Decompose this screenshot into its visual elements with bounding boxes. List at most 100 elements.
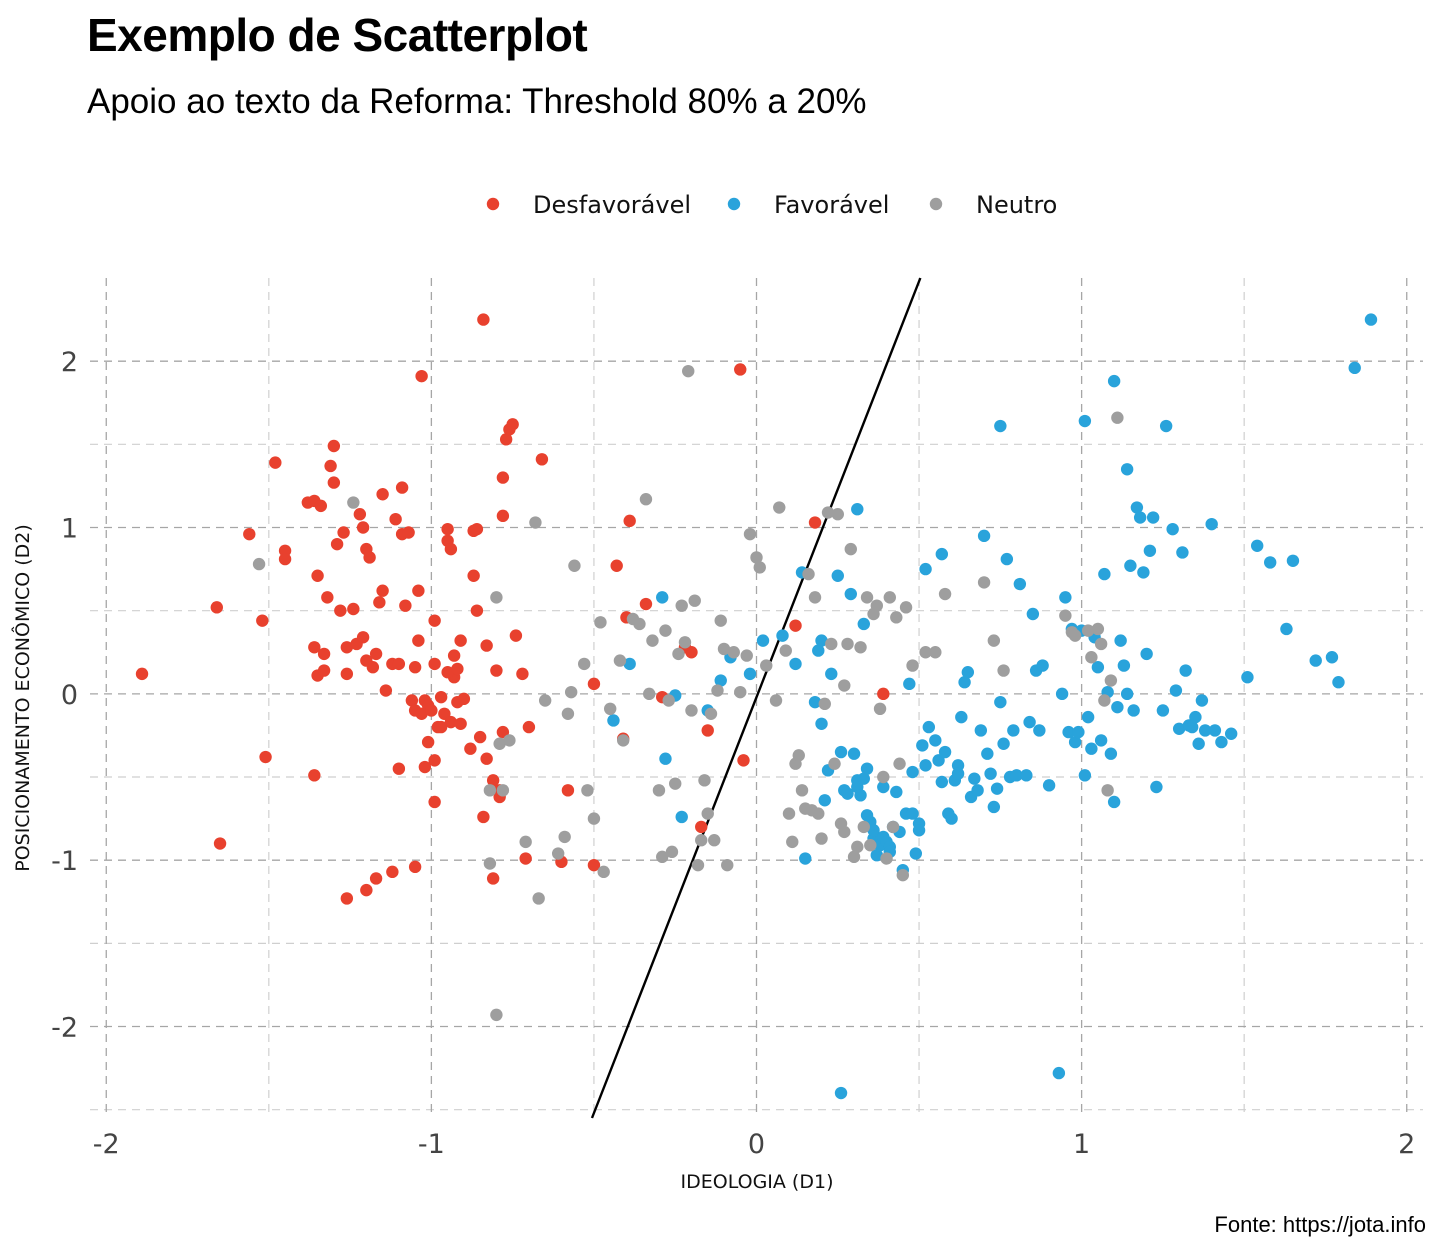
data-point bbox=[509, 629, 523, 642]
data-point bbox=[795, 784, 809, 797]
data-point bbox=[1280, 622, 1293, 636]
data-point bbox=[1072, 725, 1085, 739]
data-point bbox=[808, 516, 822, 529]
data-point bbox=[912, 824, 926, 837]
data-point bbox=[870, 848, 883, 862]
data-point bbox=[428, 614, 441, 627]
data-point bbox=[392, 762, 406, 775]
data-point bbox=[470, 522, 484, 536]
data-point bbox=[701, 807, 714, 820]
data-point bbox=[675, 810, 688, 824]
data-point bbox=[428, 657, 441, 671]
data-point bbox=[1195, 694, 1209, 707]
data-point bbox=[1020, 769, 1033, 782]
data-point bbox=[753, 561, 766, 574]
data-point bbox=[990, 782, 1004, 795]
data-point bbox=[1052, 1066, 1066, 1080]
data-point bbox=[366, 661, 380, 674]
data-point bbox=[997, 737, 1010, 750]
data-point bbox=[587, 677, 601, 691]
data-point bbox=[1241, 671, 1254, 684]
data-point bbox=[327, 439, 341, 453]
data-point bbox=[899, 601, 913, 614]
data-point bbox=[1114, 634, 1127, 647]
data-point bbox=[945, 812, 958, 825]
data-point bbox=[812, 807, 825, 820]
data-point bbox=[1143, 544, 1157, 557]
data-point bbox=[412, 584, 425, 597]
data-point bbox=[893, 757, 906, 770]
data-point bbox=[643, 687, 656, 701]
data-point bbox=[844, 587, 857, 601]
data-point bbox=[860, 591, 874, 604]
data-point bbox=[779, 644, 792, 657]
data-point bbox=[1036, 659, 1049, 672]
data-point bbox=[695, 820, 708, 834]
data-point bbox=[903, 677, 916, 691]
data-point bbox=[1215, 735, 1228, 749]
data-point bbox=[838, 825, 851, 839]
data-point bbox=[243, 527, 256, 541]
data-point bbox=[623, 514, 636, 528]
data-point bbox=[815, 832, 828, 845]
data-point bbox=[1133, 511, 1147, 524]
data-point bbox=[418, 760, 432, 774]
data-point bbox=[981, 747, 994, 760]
data-point bbox=[1094, 734, 1108, 747]
chart-subtitle: Apoio ao texto da Reforma: Threshold 80%… bbox=[87, 82, 867, 121]
data-point bbox=[815, 634, 828, 647]
data-point bbox=[847, 747, 861, 760]
data-point bbox=[135, 667, 149, 681]
data-point bbox=[1325, 651, 1339, 664]
data-point bbox=[425, 704, 438, 717]
data-point bbox=[1059, 591, 1072, 604]
data-point bbox=[984, 767, 997, 780]
data-point bbox=[854, 641, 867, 654]
data-point bbox=[737, 754, 750, 767]
data-point bbox=[951, 767, 965, 780]
data-point bbox=[656, 850, 669, 864]
data-point bbox=[428, 754, 441, 767]
data-point bbox=[347, 496, 360, 509]
data-point bbox=[314, 499, 328, 513]
data-point bbox=[821, 506, 835, 519]
data-point bbox=[714, 614, 727, 627]
data-points bbox=[135, 313, 1378, 1100]
data-point bbox=[408, 661, 422, 674]
data-point bbox=[1309, 654, 1322, 667]
threshold-line-group bbox=[590, 277, 922, 1119]
data-point bbox=[516, 667, 529, 681]
data-point bbox=[841, 637, 854, 651]
data-point bbox=[812, 644, 825, 657]
data-point bbox=[1166, 522, 1179, 536]
data-point bbox=[909, 847, 923, 860]
legend-label: Desfavorável bbox=[533, 191, 691, 219]
data-point bbox=[532, 892, 545, 905]
data-point bbox=[499, 433, 513, 446]
data-point bbox=[961, 666, 975, 679]
data-point bbox=[1101, 784, 1114, 797]
data-point bbox=[278, 552, 292, 566]
data-point bbox=[340, 641, 354, 654]
data-point bbox=[483, 784, 497, 797]
data-point bbox=[708, 834, 721, 847]
data-point bbox=[1042, 779, 1056, 792]
data-point bbox=[1224, 727, 1238, 740]
data-point bbox=[659, 752, 672, 765]
data-point bbox=[353, 507, 367, 521]
data-point bbox=[617, 734, 630, 747]
data-point bbox=[477, 810, 490, 824]
data-point bbox=[828, 757, 841, 770]
data-point bbox=[1085, 651, 1098, 664]
data-point bbox=[652, 784, 666, 797]
data-point bbox=[412, 634, 425, 647]
data-point bbox=[678, 636, 692, 649]
data-point bbox=[695, 834, 708, 847]
data-point bbox=[834, 745, 848, 759]
data-point bbox=[857, 617, 870, 631]
data-point bbox=[464, 742, 477, 755]
y-tick-label: -2 bbox=[51, 1013, 78, 1044]
data-point bbox=[337, 526, 350, 539]
data-point bbox=[1091, 622, 1105, 636]
data-point bbox=[938, 745, 952, 759]
